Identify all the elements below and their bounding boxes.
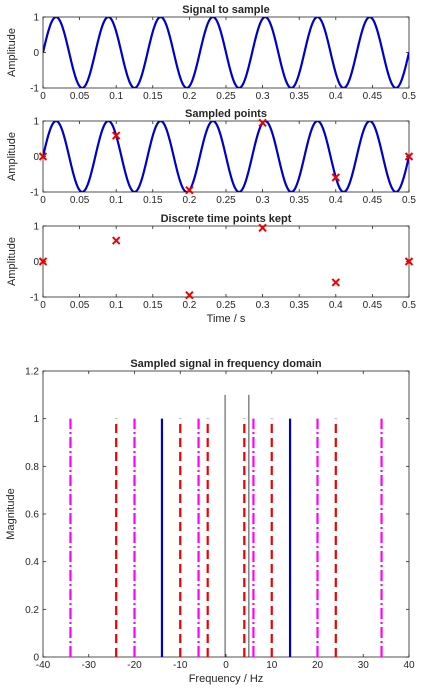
y-tick-label: 0.6: [25, 510, 39, 521]
x-tick-label: 0.3: [256, 300, 270, 311]
chart-2: 0 0.05 0.1 0.15 0.2 0.25 0.3 0.35 0.4 0.45 0.5-101…: [6, 108, 416, 206]
x-tick-label: 0.1: [109, 91, 123, 102]
x-tick-label: 0.45: [363, 91, 383, 102]
y-tick-label: 0.2: [25, 605, 39, 616]
sample-point: [111, 131, 121, 140]
y-axis-label: Magnitude: [5, 488, 17, 539]
y-tick-label: -1: [30, 188, 39, 199]
x-tick-label: 0.25: [216, 195, 236, 206]
chart-title: Sampled signal in frequency domain: [130, 358, 322, 370]
y-tick-label: 1: [33, 117, 39, 128]
x-tick-label: 0.1: [109, 300, 123, 311]
x-tick-label: 0.05: [70, 91, 90, 102]
x-tick-label: 0.35: [289, 300, 309, 311]
x-tick-label: 0.4: [329, 195, 343, 206]
sample-point: [111, 236, 121, 245]
x-tick-label: 30: [358, 660, 370, 671]
y-tick-label: 0.8: [25, 462, 39, 473]
x-tick-label: 0.1: [109, 195, 123, 206]
sine-series: [43, 17, 409, 88]
x-tick-label: 0.3: [256, 91, 270, 102]
x-tick-label: 0.2: [182, 195, 196, 206]
x-tick-label: 0: [40, 91, 46, 102]
x-tick-label: 0.35: [289, 195, 309, 206]
x-tick-label: 10: [266, 660, 278, 671]
chart-4: -40 -30 -20 -10 0 10 20 30 40 0 0.2 0.4 0.6 0.8 1 1.2 Sa…: [5, 358, 415, 685]
x-tick-label: 0.2: [182, 91, 196, 102]
chart-title: Sampled points: [185, 108, 267, 120]
chart-title: Signal to sample: [182, 4, 269, 16]
sample-point: [38, 257, 48, 266]
x-tick-label: 0.15: [143, 195, 163, 206]
sample-point: [258, 223, 267, 232]
x-tick-label: 0.25: [216, 300, 236, 311]
y-tick-label: -1: [30, 84, 39, 95]
x-tick-label: 40: [403, 660, 415, 671]
y-tick-label: 1: [33, 222, 39, 233]
y-axis-label: Amplitude: [6, 237, 18, 286]
x-axis-label: Time / s: [207, 313, 246, 325]
x-tick-label: 0.4: [329, 91, 343, 102]
x-tick-label: 0.05: [70, 300, 90, 311]
x-tick-label: 0.5: [402, 91, 416, 102]
x-tick-label: 0.25: [216, 91, 236, 102]
x-tick-label: 0.15: [143, 300, 163, 311]
x-tick-label: -20: [127, 660, 142, 671]
x-tick-label: -40: [36, 660, 51, 671]
chart-3: 0 0.05 0.1 0.15 0.2 0.25 0.3 0.35 0.4 0.45 0.5-101…: [6, 213, 416, 325]
sample-point: [258, 118, 267, 127]
y-tick-label: 0: [33, 653, 39, 664]
sample-point: [185, 186, 194, 195]
chart-title: Discrete time points kept: [161, 213, 292, 225]
y-tick-label: 1.2: [25, 367, 39, 378]
y-axis-label: Amplitude: [6, 132, 18, 181]
x-tick-label: 0.05: [70, 195, 90, 206]
x-tick-label: 0.3: [256, 195, 270, 206]
x-tick-label: -10: [173, 660, 188, 671]
y-tick-label: 1: [33, 13, 39, 24]
x-tick-label: 0.35: [289, 91, 309, 102]
y-tick-label: 0: [33, 152, 39, 163]
x-tick-label: 0: [223, 660, 229, 671]
plot-area: [42, 225, 410, 298]
y-tick-label: 1: [33, 414, 39, 425]
x-tick-label: -30: [82, 660, 97, 671]
plot-area: [42, 370, 410, 658]
sample-point: [185, 291, 194, 300]
x-tick-label: 0: [40, 300, 46, 311]
x-axis-label: Frequency / Hz: [189, 673, 264, 685]
sine-series: [43, 121, 409, 192]
sample-point: [404, 152, 414, 161]
x-tick-label: 0.15: [143, 91, 163, 102]
x-tick-label: 0: [40, 195, 46, 206]
y-tick-label: 0.4: [25, 557, 39, 568]
y-axis-label: Amplitude: [6, 28, 18, 77]
x-tick-label: 0.45: [363, 195, 383, 206]
y-tick-label: 0: [33, 48, 39, 59]
y-tick-label: -1: [30, 293, 39, 304]
x-tick-label: 20: [312, 660, 324, 671]
sample-point: [331, 278, 341, 287]
x-tick-label: 0.5: [402, 300, 416, 311]
sample-point: [404, 257, 414, 266]
x-tick-label: 0.2: [182, 300, 196, 311]
x-tick-label: 0.5: [402, 195, 416, 206]
sample-point: [331, 173, 341, 182]
chart-1: 0 0.05 0.1 0.15 0.2 0.25 0.3 0.35 0.4 0.45 0.5-101…: [6, 4, 416, 102]
x-tick-label: 0.45: [363, 300, 383, 311]
sample-point: [38, 152, 48, 161]
x-tick-label: 0.4: [329, 300, 343, 311]
y-tick-label: 0: [33, 257, 39, 268]
